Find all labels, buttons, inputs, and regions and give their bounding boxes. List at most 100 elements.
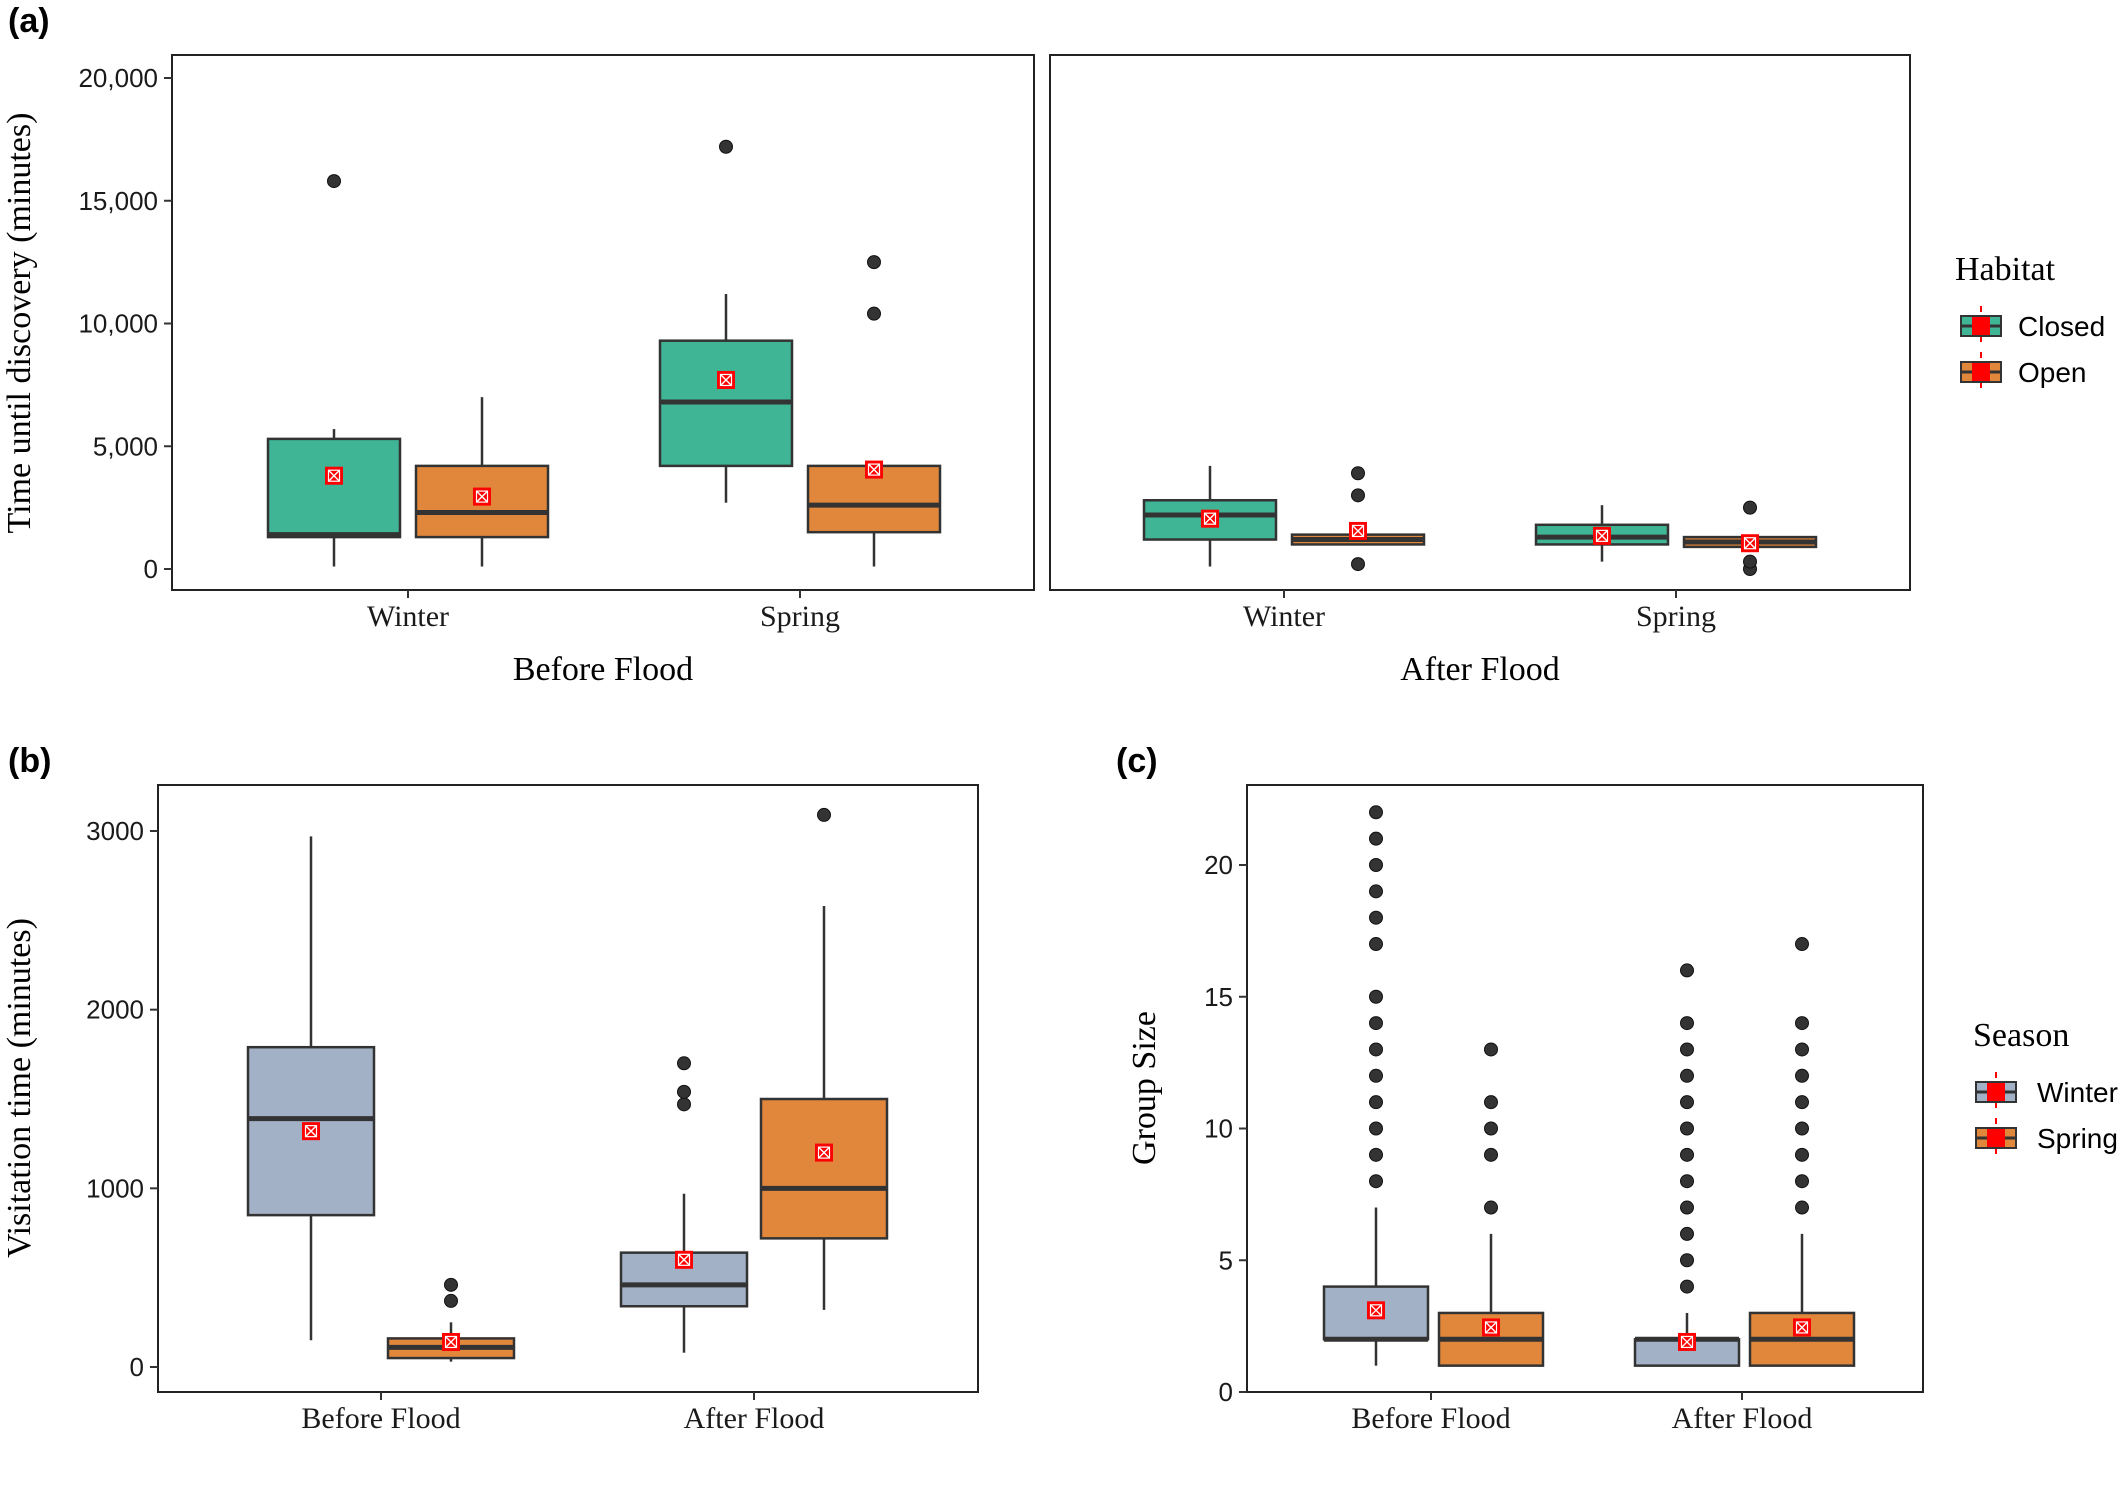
panel-a-ytick-label: 10,000 — [78, 309, 158, 339]
panel-a-before-spring-open-mean-marker-cross — [868, 464, 880, 476]
panel-c-after-flood-winter-mean-marker-inner — [1680, 1335, 1694, 1349]
panel-c-before-flood-winter-outlier — [1369, 805, 1383, 820]
panel-b-before-flood-spring-mean-marker-inner — [444, 1335, 458, 1349]
panel-b-after-flood-spring-mean-marker-cross — [818, 1147, 830, 1159]
panel-a-before-spring-closed-outlier — [719, 139, 733, 154]
panel-a-after-spring-closed-mean-marker-inner — [1595, 529, 1609, 542]
panel-c-before-flood-winter-outlier — [1369, 1147, 1383, 1162]
panel-c-before-flood-winter-mean-marker-inner — [1369, 1304, 1383, 1317]
panel-c-after-flood-winter-outlier — [1680, 963, 1694, 978]
panel-c-before-flood-winter-outlier — [1369, 1042, 1383, 1057]
panel-a-after-winter-open-mean-marker-inner — [1351, 524, 1365, 538]
panel-c-ytick-label: 5 — [1219, 1245, 1233, 1275]
panel-c-after-flood-winter-outlier — [1680, 1279, 1694, 1294]
panel-b-y-axis: 0 1000 2000 3000 — [86, 816, 158, 1382]
panel-a-before-winter-closed-mean-marker-inner — [327, 469, 341, 482]
panel-c-after-flood-winter-mean-marker-cross — [1681, 1336, 1693, 1348]
panel-c-y-axis: 0 5 10 15 20 — [1204, 850, 1247, 1407]
panel-c-before-flood-winter-outlier — [1369, 910, 1383, 925]
panel-a-before-spring-open-outlier — [867, 306, 881, 321]
panel-a-before-winter-open-mean-marker-inner — [475, 490, 489, 503]
panel-label-c: (c) — [1116, 742, 1158, 780]
legend-habitat-open-label: Open — [2018, 357, 2087, 388]
panel-a-before-spring-closed-mean-marker-cross — [720, 374, 732, 386]
legend-habitat-title: Habitat — [1955, 251, 2056, 288]
panel-a-before-winter-closed-mean-marker-cross — [328, 470, 340, 482]
panel-a-ytick-label: 20,000 — [78, 63, 158, 93]
panel-c-after-flood-spring-outlier — [1795, 1200, 1809, 1215]
panel-b-after-flood-winter-outlier — [677, 1097, 691, 1112]
panel-c-after-flood-spring-mean-marker-cross — [1796, 1321, 1808, 1333]
panel-a-after-tick-winter: Winter — [1243, 600, 1325, 633]
panel-a-facet-after-flood: After Flood — [1400, 651, 1560, 688]
panel-c-before-flood-winter-outlier — [1369, 989, 1383, 1004]
panel-a-before-tick-winter: Winter — [367, 600, 449, 633]
panel-c-after-flood-winter-outlier — [1680, 1121, 1694, 1136]
panel-b-y-axis-title: Visitation time (minutes) — [1, 918, 38, 1258]
panel-c-before-flood-winter-outlier — [1369, 937, 1383, 952]
panel-c-after-flood-winter-outlier — [1680, 1147, 1694, 1162]
panel-c-before-flood-winter-outlier — [1369, 1016, 1383, 1031]
panel-a-after-spring-closed-mean-marker-cross — [1596, 530, 1608, 542]
panel-b-ytick-label: 0 — [130, 1352, 144, 1382]
panel-c-ytick-label: 10 — [1204, 1114, 1233, 1144]
panel-a-before-spring-open-outlier — [867, 255, 881, 270]
panel-a-before-winter-closed-outlier — [327, 174, 341, 189]
panel-c-tick-before-flood: Before Flood — [1351, 1402, 1510, 1435]
panel-b-ytick-label: 1000 — [86, 1173, 144, 1203]
panel-label-b: (b) — [8, 742, 51, 780]
panel-a-ytick-label: 0 — [144, 554, 158, 584]
panel-b-before-flood-spring-outlier — [444, 1293, 458, 1308]
panel-c-after-flood-spring-outlier — [1795, 1147, 1809, 1162]
panel-c-after-flood-winter-outlier — [1680, 1068, 1694, 1083]
panel-b-ytick-label: 3000 — [86, 816, 144, 846]
panel-a-after-spring-open-outlier — [1743, 500, 1757, 515]
legend-habitat-closed-key — [1960, 306, 2002, 346]
panel-c-after-flood-winter-outlier — [1680, 1095, 1694, 1110]
legend-season-winter-label: Winter — [2037, 1077, 2118, 1108]
panel-b-tick-before-flood: Before Flood — [301, 1402, 460, 1435]
panel-c-before-flood-winter-outlier — [1369, 831, 1383, 846]
panel-c-after-flood-spring-outlier — [1795, 1042, 1809, 1057]
panel-b-marks — [246, 807, 889, 1400]
panel-a-after-winter-open-outlier — [1351, 466, 1365, 481]
panel-c-frame — [1246, 784, 1924, 1393]
panel-b-after-flood-spring-mean-marker-inner — [817, 1146, 831, 1159]
legend-habitat-open-key — [1960, 352, 2002, 392]
panel-c-after-flood-winter-outlier — [1680, 1253, 1694, 1268]
panel-c-before-flood-winter-outlier — [1369, 1095, 1383, 1110]
legend-habitat-closed-label: Closed — [2018, 311, 2105, 342]
panel-c-after-flood-spring-outlier — [1795, 1174, 1809, 1189]
panel-a-after-winter-open-outlier — [1351, 557, 1365, 572]
panel-b-before-flood-spring-outlier — [444, 1277, 458, 1292]
panel-a-after-winter-open-outlier — [1351, 488, 1365, 503]
panel-a-after-frame — [1049, 54, 1911, 591]
panel-a-after-spring-open-mean-marker-cross — [1744, 537, 1756, 549]
panel-c-after-flood-winter-outlier — [1680, 1226, 1694, 1241]
panel-a-before-spring-open-mean-marker-inner — [867, 463, 881, 476]
panel-label-a: (a) — [8, 2, 50, 40]
legend-season-winter-key — [1975, 1072, 2017, 1112]
panel-b-after-flood-winter-mean-marker-cross — [678, 1254, 690, 1266]
panel-c-before-flood-spring-outlier — [1484, 1095, 1498, 1110]
panel-b-after-flood-spring-outlier — [817, 807, 831, 822]
panel-a-ytick-label: 15,000 — [78, 186, 158, 216]
panel-c-y-axis-title: Group Size — [1126, 1011, 1163, 1165]
panel-c-after-flood-spring-outlier — [1795, 1121, 1809, 1136]
panel-a-after-winter-closed-mean-marker-inner — [1203, 512, 1217, 525]
panel-a-y-axis-title: Time until discovery (minutes) — [1, 113, 38, 534]
panel-a-after-winter-open-mean-marker-cross — [1352, 525, 1364, 537]
legend-season: Season Winter Spring — [1973, 1017, 2118, 1158]
panel-c-ytick-label: 0 — [1219, 1377, 1233, 1407]
panel-c-before-flood-winter-outlier — [1369, 1174, 1383, 1189]
panel-b-before-flood-spring-mean-marker-cross — [445, 1336, 457, 1348]
panel-c-before-flood-winter-outlier — [1369, 858, 1383, 872]
panel-a-before-spring-closed-mean-marker-inner — [719, 373, 733, 387]
panel-c-before-flood-spring-outlier — [1484, 1121, 1498, 1136]
panel-b-after-flood-winter-outlier — [677, 1056, 691, 1071]
panel-b-after-flood-winter-mean-marker-inner — [677, 1253, 691, 1266]
panel-a-ytick-label: 5,000 — [93, 431, 158, 461]
panel-c-before-flood-spring-mean-marker-inner — [1484, 1321, 1498, 1334]
legend-season-spring-key — [1975, 1118, 2017, 1158]
